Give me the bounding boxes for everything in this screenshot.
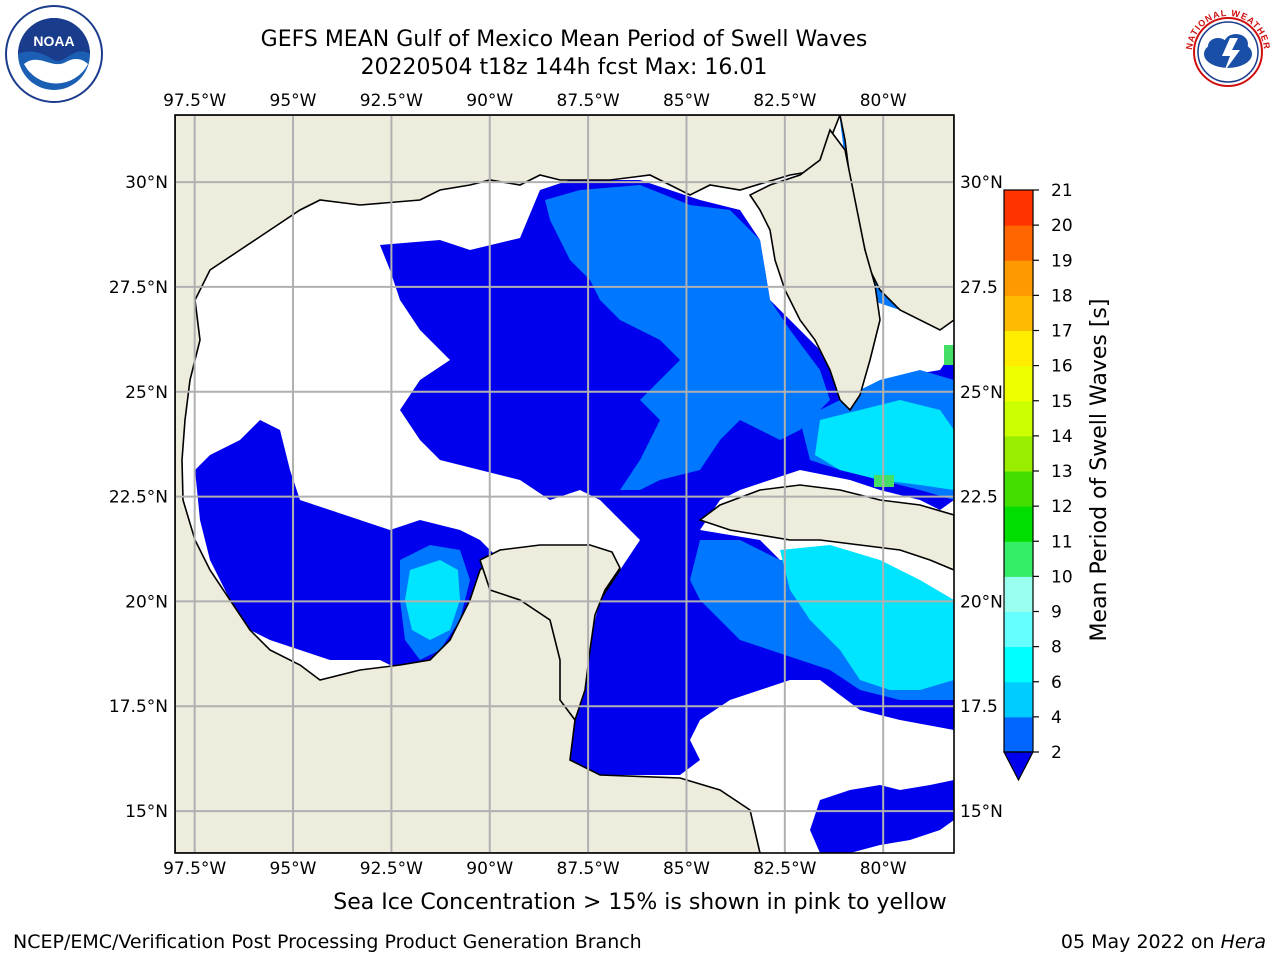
lon-tick-bottom: 92.5°W [360,859,423,879]
system-name: Hera [1220,931,1266,953]
colorbar-tick-label: 17 [1051,322,1073,342]
colorbar-segment [1004,260,1033,296]
colorbar-tick-label: 6 [1051,673,1062,693]
lat-tick-left: 30°N [125,173,168,193]
colorbar-tick-label: 19 [1051,251,1073,271]
colorbar-segment [1004,716,1033,753]
swell-patch-9-10-east [944,345,954,365]
noaa-logo: NOAA [5,5,103,103]
lat-tick-left: 25°N [125,383,168,403]
lon-tick-bottom: 85°W [663,859,710,879]
colorbar-segment [1004,190,1033,226]
colorbar-tick-label: 15 [1051,392,1073,412]
colorbar-underflow-triangle [1003,751,1034,782]
sea-ice-note: Sea Ice Concentration > 15% is shown in … [0,890,1280,915]
lat-tick-left: 22.5°N [109,488,168,508]
lon-tick-bottom: 97.5°W [163,859,226,879]
colorbar-segment [1004,400,1033,437]
map-title: GEFS MEAN Gulf of Mexico Mean Period of … [260,27,868,52]
map-area [175,115,954,853]
colorbar-tick-label: 4 [1051,708,1062,728]
lon-tick-bottom: 87.5°W [557,859,620,879]
colorbar-segment [1004,330,1033,367]
lat-tick-right: 27.5 [960,278,998,298]
lat-tick-left: 15°N [125,802,168,822]
colorbar-segment [1004,541,1033,577]
colorbar-label: Mean Period of Swell Waves [s] [1087,299,1112,642]
colorbar-tick-label: 20 [1051,216,1073,236]
lat-tick-left: 20°N [125,592,168,612]
lon-tick-top: 87.5°W [557,91,620,111]
colorbar-segment [1004,471,1033,507]
lon-tick-top: 95°W [270,91,317,111]
national-weather-service-logo: NATIONAL WEATHER SERVICE [1178,2,1276,100]
lat-tick-left: 27.5°N [109,278,168,298]
colorbar-segment [1004,681,1033,718]
colorbar-tick-label: 11 [1051,532,1073,552]
sea-ice-note-text: Sea Ice Concentration > 15% is shown in … [333,890,947,915]
lat-tick-right: 30°N [960,173,1003,193]
lon-tick-bottom: 80°W [860,859,907,879]
colorbar-tick-label: 8 [1051,638,1062,658]
lat-tick-right: 25°N [960,383,1003,403]
lon-tick-top: 82.5°W [753,91,816,111]
colorbar-tick-label: 13 [1051,462,1073,482]
colorbar-tick-label: 12 [1051,497,1073,517]
lon-tick-bottom: 95°W [270,859,317,879]
map-subtitle: 20220504 t18z 144h fcst Max: 16.01 [360,55,768,80]
colorbar: 2 4 6 8 9 10 11 12 13 14 15 16 17 18 19 20 21 [1003,181,1073,782]
colorbar-tick-label: 18 [1051,286,1073,306]
axis-tick-labels: 97.5°W 97.5°W 95°W 95°W 92.5°W 92.5°W 90°W 90°W… [109,91,1003,879]
lat-tick-right: 15°N [960,802,1003,822]
svg-text:NOAA: NOAA [33,33,74,49]
lat-tick-right: 20°N [960,592,1003,612]
lat-tick-left: 17.5°N [109,697,168,717]
colorbar-tick-label: 21 [1051,181,1073,201]
colorbar-tick-label: 14 [1051,427,1073,447]
colorbar-segment [1004,611,1033,648]
lat-tick-right: 17.5 [960,697,998,717]
colorbar-segment [1004,435,1033,472]
credit-text: NCEP/EMC/Verification Post Processing Pr… [13,931,642,953]
colorbar-segment [1004,225,1033,261]
colorbar-segment [1004,365,1033,402]
date-text: 05 May 2022 on [1060,931,1221,953]
colorbar-segment [1004,295,1033,331]
colorbar-tick-label: 2 [1051,743,1062,763]
colorbar-segment [1004,506,1033,542]
map-frame [174,114,955,854]
date-stamp: 05 May 2022 on Hera [1061,931,1266,953]
lon-tick-top: 97.5°W [163,91,226,111]
colorbar-segment [1004,576,1033,612]
lon-tick-bottom: 82.5°W [753,859,816,879]
colorbar-tick-label: 10 [1051,567,1073,587]
colorbar-tick-label: 16 [1051,357,1073,377]
lon-tick-top: 85°W [663,91,710,111]
graticule [175,115,954,853]
lon-tick-top: 80°W [860,91,907,111]
lon-tick-bottom: 90°W [466,859,513,879]
colorbar-segment [1004,646,1033,683]
colorbar-tick-label: 9 [1051,603,1062,623]
lon-tick-top: 92.5°W [360,91,423,111]
lon-tick-top: 90°W [466,91,513,111]
lat-tick-right: 22.5 [960,488,998,508]
